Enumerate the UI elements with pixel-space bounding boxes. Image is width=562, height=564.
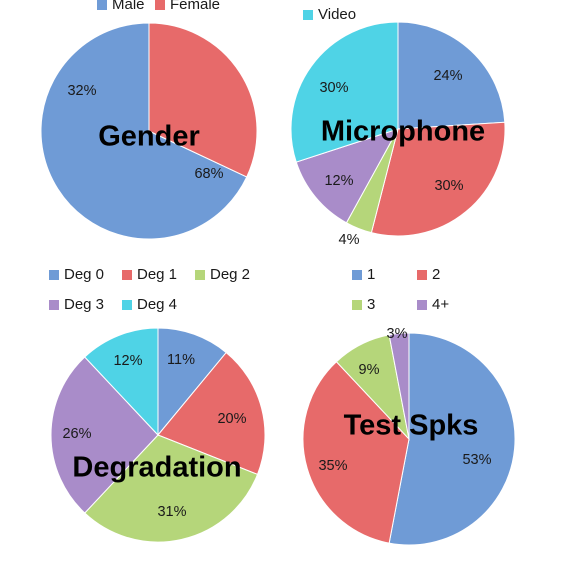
legend-label: Deg 4 bbox=[137, 296, 177, 313]
legend: Video bbox=[303, 6, 356, 23]
slice-label: 3% bbox=[387, 326, 408, 342]
slice-label: 32% bbox=[67, 83, 96, 99]
legend-swatch bbox=[417, 270, 427, 280]
legend-label: 1 bbox=[367, 266, 375, 283]
pie-slice-degradation-deg-0 bbox=[157, 327, 227, 437]
pie-slice-microphone-1 bbox=[397, 21, 506, 130]
legend-swatch bbox=[97, 0, 107, 10]
legend-swatch bbox=[155, 0, 165, 10]
legend-swatch bbox=[352, 270, 362, 280]
slice-label: 20% bbox=[217, 411, 246, 427]
pie-slice-test-spks-2 bbox=[302, 361, 410, 544]
legend-label: 3 bbox=[367, 296, 375, 313]
slice-label: 53% bbox=[462, 452, 491, 468]
chart-title: Degradation bbox=[72, 452, 241, 484]
legend-label: Video bbox=[318, 6, 356, 23]
pie-slice-microphone-video bbox=[290, 21, 399, 163]
slice-label: 30% bbox=[319, 80, 348, 96]
legend-label: 2 bbox=[432, 266, 440, 283]
pie-slice-degradation-deg-3 bbox=[50, 356, 159, 514]
legend-swatch bbox=[49, 300, 59, 310]
legend-label: Male bbox=[112, 0, 145, 13]
legend-swatch bbox=[49, 270, 59, 280]
pie-chart-microphone: 24% 30% 4% 12% 30% Microphone bbox=[290, 21, 506, 248]
legend-swatch bbox=[417, 300, 427, 310]
legend-swatch bbox=[122, 270, 132, 280]
slice-label: 12% bbox=[113, 353, 142, 369]
pie-chart-degradation: 11% 20% 31% 26% 12% Degradation bbox=[50, 327, 266, 543]
slice-label: 35% bbox=[318, 458, 347, 474]
legend-label: Deg 3 bbox=[64, 296, 104, 313]
slice-label: 4% bbox=[339, 232, 360, 248]
slice-label: 26% bbox=[62, 426, 91, 442]
pie-slice-degradation-deg-4 bbox=[84, 327, 159, 437]
slice-label: 31% bbox=[157, 504, 186, 520]
pie-slice-microphone-4 bbox=[295, 128, 400, 224]
legend: Male Female bbox=[97, 0, 220, 13]
slice-label: 68% bbox=[194, 166, 223, 182]
legend-swatch bbox=[352, 300, 362, 310]
slice-label: 9% bbox=[359, 362, 380, 378]
legend: 1 2 3 4+ bbox=[352, 266, 449, 313]
pie-slice-degradation-deg-2 bbox=[84, 434, 259, 543]
slice-label: 11% bbox=[167, 352, 195, 368]
legend-label: Female bbox=[170, 0, 220, 13]
slice-label: 12% bbox=[324, 173, 353, 189]
pie-slice-test-spks-1 bbox=[388, 332, 516, 546]
slice-label: 24% bbox=[433, 68, 462, 84]
pie-slice-microphone-2 bbox=[370, 121, 506, 237]
chart-title: Gender bbox=[98, 121, 200, 153]
legend-label: Deg 1 bbox=[137, 266, 177, 283]
pie-slice-gender-male bbox=[40, 22, 248, 240]
chart-title: Microphone bbox=[321, 116, 485, 148]
legend-label: Deg 2 bbox=[210, 266, 250, 283]
legend-label: Deg 0 bbox=[64, 266, 104, 283]
pie-slice-test-spks-4 bbox=[388, 332, 410, 440]
legend: Deg 0 Deg 1 Deg 2 Deg 3 Deg 4 bbox=[49, 266, 250, 313]
slice-label: 30% bbox=[434, 178, 463, 194]
legend-swatch bbox=[195, 270, 205, 280]
pie-slice-degradation-deg-1 bbox=[157, 351, 266, 476]
chart-title: Test Spks bbox=[344, 410, 479, 442]
pie-slice-gender-female bbox=[148, 22, 258, 178]
pie-chart-test-spks: 53% 35% 9% 3% Test Spks bbox=[302, 326, 516, 546]
pie-chart-gender: 68% 32% Gender bbox=[40, 22, 258, 240]
legend-label: 4+ bbox=[432, 296, 449, 313]
legend-swatch bbox=[303, 10, 313, 20]
legend-swatch bbox=[122, 300, 132, 310]
